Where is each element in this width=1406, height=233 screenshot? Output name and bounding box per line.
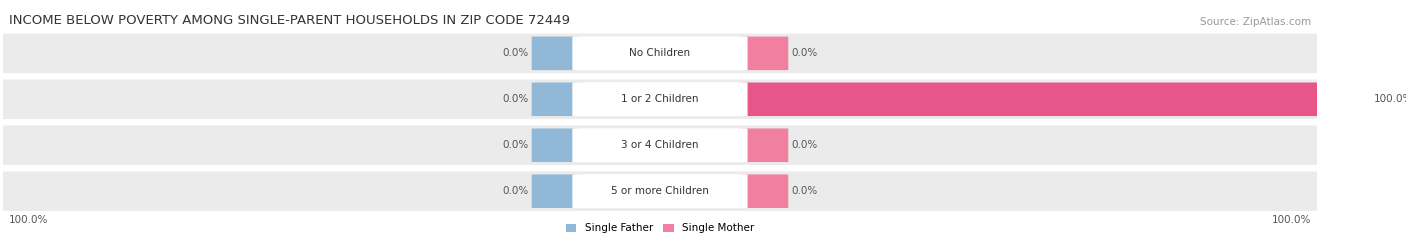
- FancyBboxPatch shape: [738, 128, 789, 162]
- Text: 0.0%: 0.0%: [792, 140, 818, 150]
- Text: 0.0%: 0.0%: [792, 48, 818, 58]
- FancyBboxPatch shape: [0, 34, 1330, 73]
- FancyBboxPatch shape: [0, 171, 1330, 211]
- Text: 1 or 2 Children: 1 or 2 Children: [621, 94, 699, 104]
- Text: No Children: No Children: [630, 48, 690, 58]
- FancyBboxPatch shape: [531, 175, 582, 208]
- Text: Source: ZipAtlas.com: Source: ZipAtlas.com: [1199, 17, 1310, 27]
- FancyBboxPatch shape: [531, 82, 582, 116]
- FancyBboxPatch shape: [0, 79, 1330, 119]
- FancyBboxPatch shape: [738, 175, 789, 208]
- Text: 100.0%: 100.0%: [1271, 215, 1310, 225]
- FancyBboxPatch shape: [572, 128, 748, 162]
- FancyBboxPatch shape: [0, 126, 1330, 165]
- Text: 0.0%: 0.0%: [502, 48, 529, 58]
- Text: 0.0%: 0.0%: [502, 186, 529, 196]
- Text: 0.0%: 0.0%: [502, 140, 529, 150]
- FancyBboxPatch shape: [572, 82, 748, 116]
- Text: 3 or 4 Children: 3 or 4 Children: [621, 140, 699, 150]
- Text: 100.0%: 100.0%: [8, 215, 48, 225]
- FancyBboxPatch shape: [572, 174, 748, 208]
- FancyBboxPatch shape: [738, 37, 789, 70]
- FancyBboxPatch shape: [738, 82, 1371, 116]
- Text: INCOME BELOW POVERTY AMONG SINGLE-PARENT HOUSEHOLDS IN ZIP CODE 72449: INCOME BELOW POVERTY AMONG SINGLE-PARENT…: [8, 14, 569, 27]
- Text: 100.0%: 100.0%: [1374, 94, 1406, 104]
- Legend: Single Father, Single Mother: Single Father, Single Mother: [565, 223, 754, 233]
- Text: 5 or more Children: 5 or more Children: [612, 186, 709, 196]
- FancyBboxPatch shape: [531, 128, 582, 162]
- Text: 0.0%: 0.0%: [502, 94, 529, 104]
- FancyBboxPatch shape: [572, 36, 748, 70]
- Text: 0.0%: 0.0%: [792, 186, 818, 196]
- FancyBboxPatch shape: [531, 37, 582, 70]
